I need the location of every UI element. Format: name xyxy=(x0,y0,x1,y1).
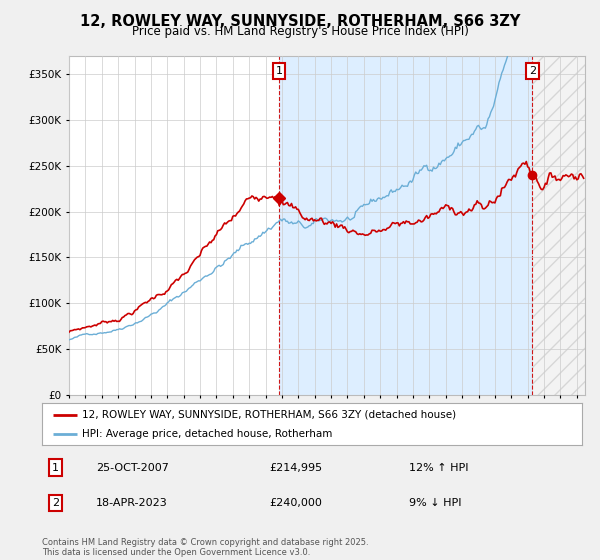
Text: 12, ROWLEY WAY, SUNNYSIDE, ROTHERHAM, S66 3ZY (detached house): 12, ROWLEY WAY, SUNNYSIDE, ROTHERHAM, S6… xyxy=(83,409,457,419)
Text: 9% ↓ HPI: 9% ↓ HPI xyxy=(409,498,462,508)
Text: 1: 1 xyxy=(275,66,283,76)
Text: 25-OCT-2007: 25-OCT-2007 xyxy=(96,463,169,473)
Text: 1: 1 xyxy=(52,463,59,473)
Bar xyxy=(279,56,532,395)
Text: 2: 2 xyxy=(529,66,536,76)
Text: 18-APR-2023: 18-APR-2023 xyxy=(96,498,168,508)
Text: 2: 2 xyxy=(52,498,59,508)
Text: £214,995: £214,995 xyxy=(269,463,322,473)
Text: Price paid vs. HM Land Registry's House Price Index (HPI): Price paid vs. HM Land Registry's House … xyxy=(131,25,469,38)
Text: 12% ↑ HPI: 12% ↑ HPI xyxy=(409,463,469,473)
Text: 12, ROWLEY WAY, SUNNYSIDE, ROTHERHAM, S66 3ZY: 12, ROWLEY WAY, SUNNYSIDE, ROTHERHAM, S6… xyxy=(80,14,520,29)
Text: HPI: Average price, detached house, Rotherham: HPI: Average price, detached house, Roth… xyxy=(83,429,333,439)
Bar xyxy=(532,56,585,395)
Text: £240,000: £240,000 xyxy=(269,498,322,508)
Text: Contains HM Land Registry data © Crown copyright and database right 2025.
This d: Contains HM Land Registry data © Crown c… xyxy=(42,538,368,557)
